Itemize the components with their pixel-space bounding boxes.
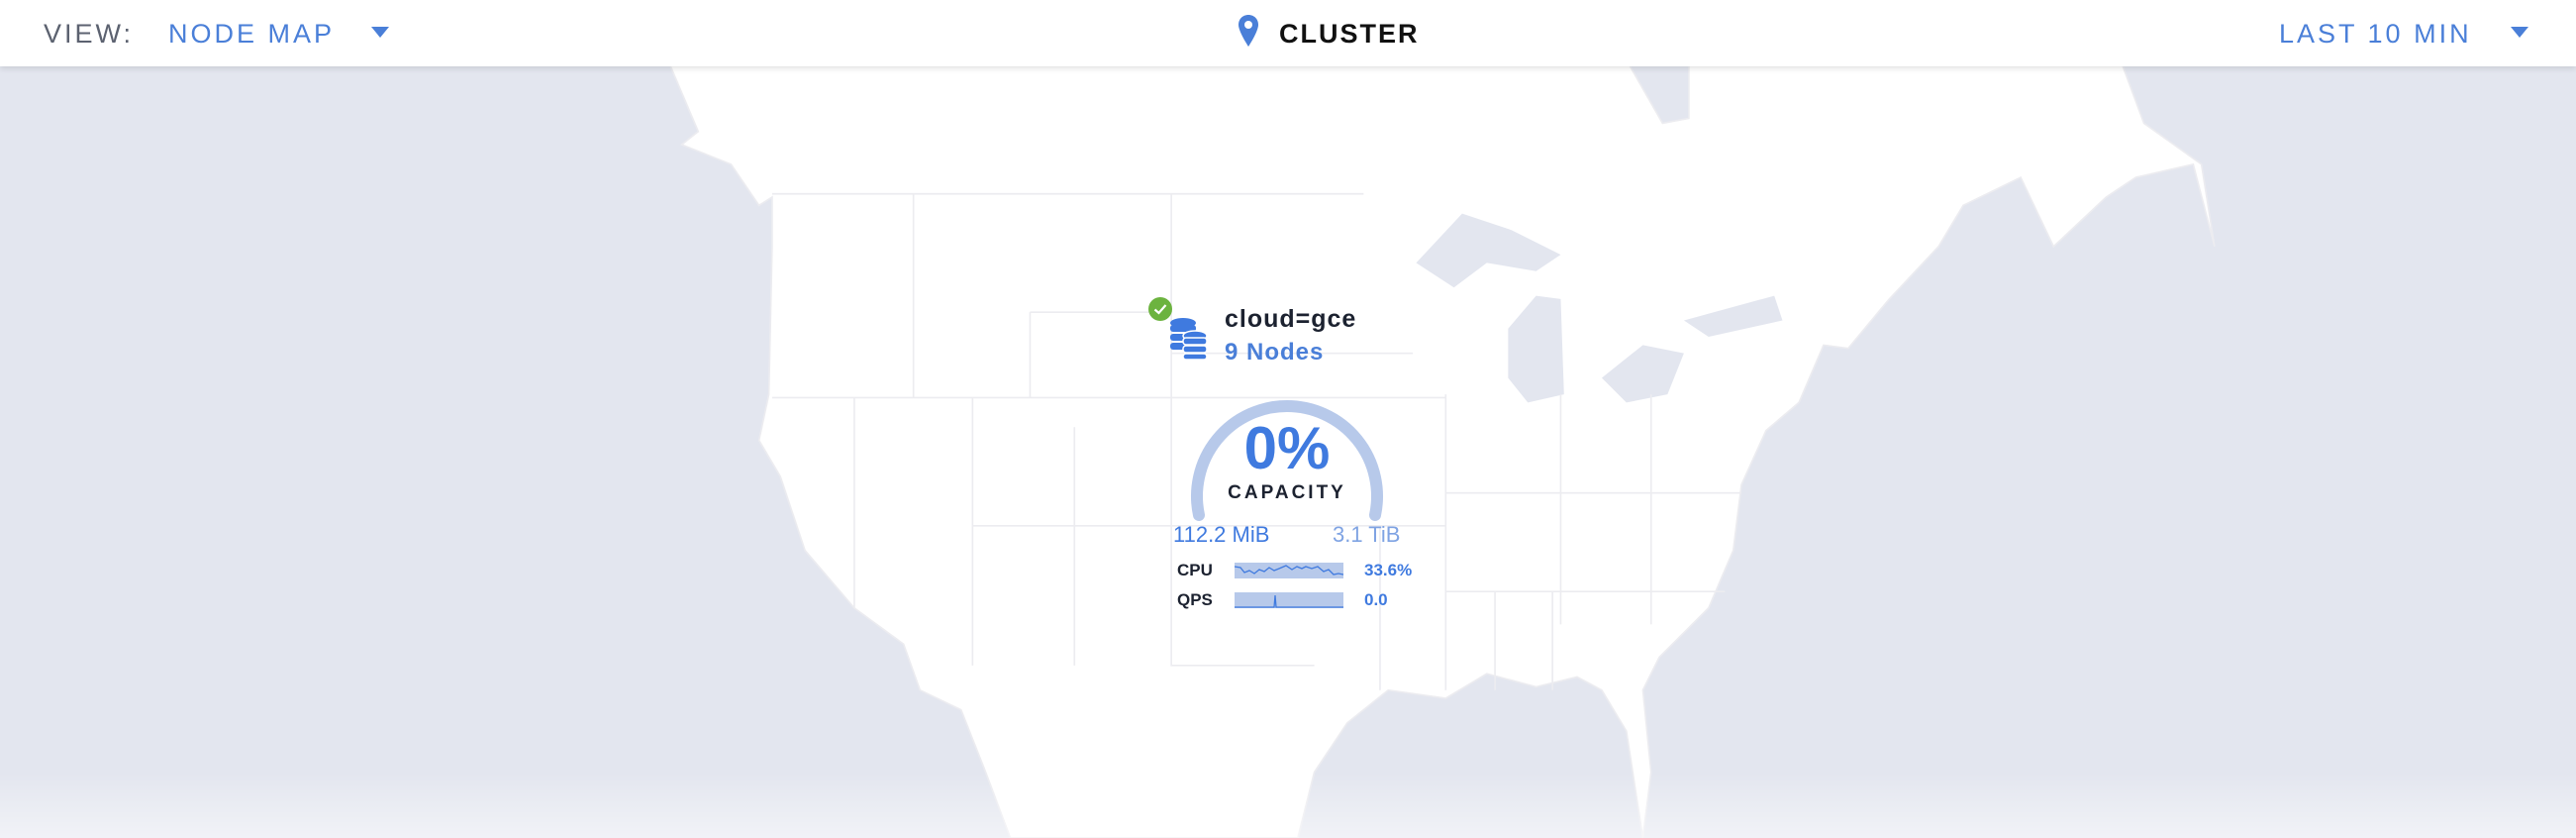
check-circle-icon [1148,297,1172,321]
database-stack-icon [1170,318,1208,361]
cpu-value: 33.6% [1364,561,1413,579]
capacity-percent: 0% [1243,415,1331,481]
view-label: VIEW: [44,19,135,49]
time-range-dropdown[interactable]: LAST 10 MIN [2279,19,2472,49]
map-pin-icon [1238,15,1258,47]
land-north-america [668,64,2216,838]
bottom-fade [0,772,2576,838]
view-dropdown[interactable]: NODE MAP [168,19,336,49]
used-capacity: 112.2 MiB [1173,522,1270,547]
node-count: 9 Nodes [1225,339,1325,366]
page-title: CLUSTER [1279,19,1420,49]
capacity-label: CAPACITY [1228,482,1346,503]
qps-label: QPS [1177,590,1213,609]
qps-value: 0.0 [1364,590,1388,609]
time-range-caret-icon[interactable] [2511,27,2528,38]
locality-name[interactable]: cloud=gce [1225,305,1357,333]
cpu-label: CPU [1177,561,1213,579]
view-dropdown-caret-icon[interactable] [371,27,389,38]
qps-sparkline [1235,592,1343,608]
great-lakes [1416,213,1783,403]
top-bar: VIEW: NODE MAP CLUSTER LAST 10 MIN [0,0,2576,66]
capacity-gauge [1191,400,1383,521]
total-capacity: 3.1 TiB [1333,522,1401,547]
state-borders [771,192,1742,690]
cpu-sparkline [1235,563,1343,578]
